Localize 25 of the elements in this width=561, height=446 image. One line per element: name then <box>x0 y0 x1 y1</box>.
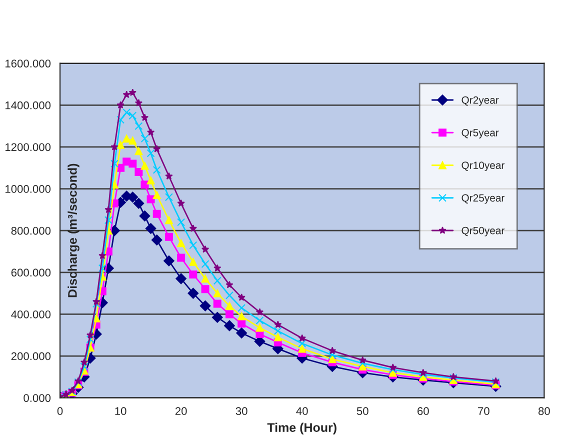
y-tick-label: 1200.000 <box>6 143 51 152</box>
x-tick-label: 80 <box>538 407 550 416</box>
y-tick-label: 1400.000 <box>6 101 51 110</box>
x-tick-label: 10 <box>115 407 126 416</box>
legend-label: Qr25year <box>462 194 505 204</box>
legend-label: Qr5year <box>462 128 499 138</box>
x-tick-label: 60 <box>418 407 429 416</box>
y-tick-label: 1000.000 <box>6 185 51 193</box>
y-tick-label: 1600.000 <box>6 60 51 68</box>
legend-label: Qr10year <box>462 162 505 172</box>
y-tick-label: 0.000 <box>24 394 51 402</box>
y-tick-label: 600.000 <box>11 268 51 277</box>
x-tick-label: 40 <box>296 407 308 416</box>
y-axis-title: Discharge (m³/second) <box>68 164 80 298</box>
y-tick-label: 400.000 <box>11 310 51 318</box>
x-tick-label: 0 <box>57 407 63 416</box>
legend-label: Qr50year <box>462 226 505 236</box>
x-tick-label: 20 <box>175 407 187 416</box>
legend-label: Qr2year <box>462 96 499 106</box>
y-tick-label: 200.000 <box>11 352 51 360</box>
x-axis-title: Time (Hour) <box>267 422 336 434</box>
x-tick-label: 70 <box>478 407 490 416</box>
x-tick-label: 30 <box>236 407 248 416</box>
y-tick-label: 800.000 <box>11 226 51 235</box>
x-tick-label: 50 <box>356 407 368 416</box>
